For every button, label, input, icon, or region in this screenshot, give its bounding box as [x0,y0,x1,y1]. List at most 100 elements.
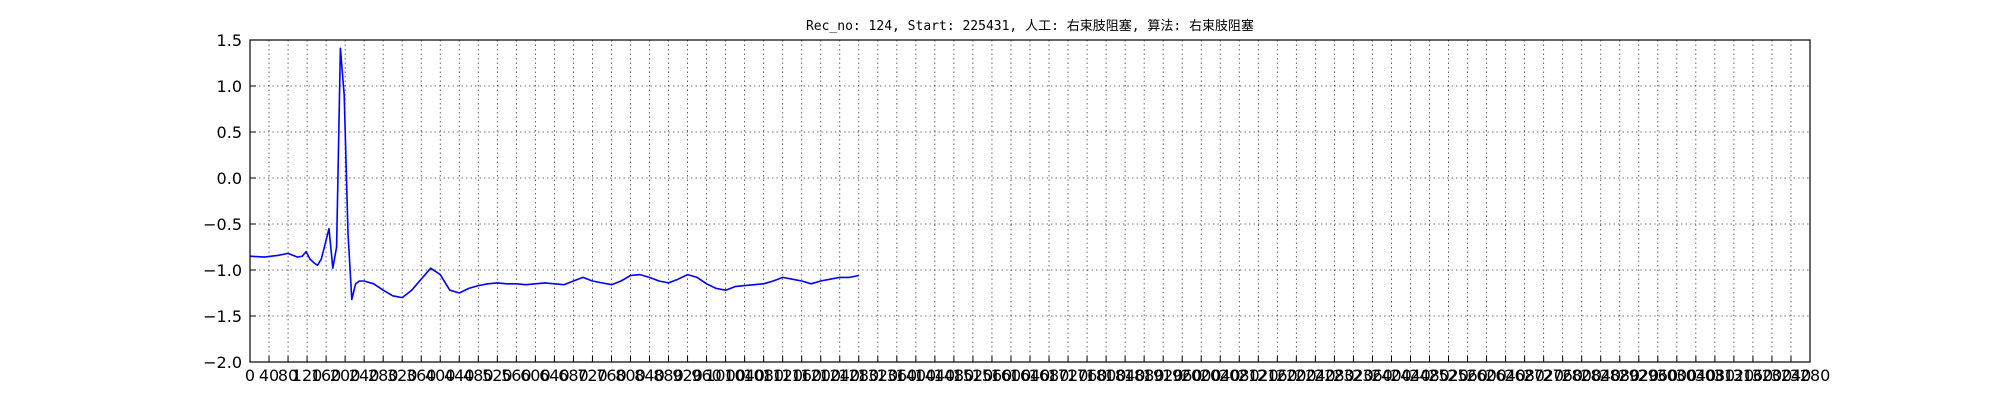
x-tick-label: 1720 [1048,366,1089,385]
x-axis: 0 408012016020024028032036040044048052056… [245,356,1830,385]
x-tick-label: 1960 [1162,366,1203,385]
x-tick-label: 1280 [838,366,879,385]
x-tick-label: 2200 [1276,366,1317,385]
x-tick-label: 3080 [1695,366,1736,385]
x-tick-label: 640 [539,366,570,385]
x-tick-label: 1920 [1143,366,1184,385]
x-tick-label: 1120 [762,366,803,385]
x-tick-label: 120 [292,366,323,385]
x-tick-label: 3000 [1656,366,1697,385]
x-tick-label: 0 [245,366,255,385]
chart-title: Rec_no: 124, Start: 225431, 人工: 右束肢阻塞, 算… [806,18,1254,34]
x-tick-label: 2520 [1428,366,1469,385]
x-tick-label: 1520 [953,366,994,385]
x-tick-label: 2800 [1561,366,1602,385]
x-tick-label: 2080 [1219,366,1260,385]
x-tick-label: 600 [520,366,551,385]
x-tick-label: 1680 [1029,366,1070,385]
y-tick-label: −1.5 [203,307,242,326]
x-tick-label: 1480 [934,366,975,385]
x-tick-label: 360 [406,366,437,385]
x-tick-label: 3200 [1752,366,1793,385]
x-tick-label: 1160 [781,366,822,385]
x-tick-label: 240 [349,366,380,385]
x-tick-label: 2600 [1466,366,1507,385]
x-tick-label: 1080 [743,366,784,385]
x-tick-label: 1800 [1086,366,1127,385]
x-tick-label: 3120 [1714,366,1755,385]
x-tick-label: 2760 [1542,366,1583,385]
grid-layer [250,40,1810,362]
x-tick-label: 920 [672,366,703,385]
x-tick-label: 2160 [1257,366,1298,385]
x-tick-label: 2560 [1447,366,1488,385]
x-tick-label: 1200 [800,366,841,385]
x-tick-label: 40 [259,366,279,385]
x-tick-label: 2120 [1238,366,1279,385]
x-tick-label: 400 [425,366,456,385]
x-tick-label: 1880 [1124,366,1165,385]
y-tick-label: 1.0 [217,77,242,96]
x-tick-label: 1640 [1010,366,1051,385]
x-tick-label: 80 [278,366,298,385]
x-tick-label: 800 [615,366,646,385]
plot-frame [249,39,1811,363]
x-tick-label: 1000 [705,366,746,385]
x-tick-label: 1760 [1067,366,1108,385]
x-tick-label: 200 [330,366,361,385]
x-tick-label: 2720 [1523,366,1564,385]
x-tick-label: 2680 [1504,366,1545,385]
y-tick-label: 1.5 [217,31,242,50]
x-tick-label: 2480 [1409,366,1450,385]
x-tick-label: 1320 [857,366,898,385]
x-tick-label: 1040 [724,366,765,385]
x-tick-label: 1240 [819,366,860,385]
x-tick-label: 2440 [1390,366,1431,385]
x-tick-label: 2880 [1599,366,1640,385]
x-tick-label: 1600 [991,366,1032,385]
x-tick-label: 3240 [1771,366,1812,385]
y-tick-label: −2.0 [203,353,242,372]
x-tick-label: 960 [691,366,722,385]
x-tick-label: 2240 [1295,366,1336,385]
x-tick-label: 560 [501,366,532,385]
y-tick-label: 0.0 [217,169,242,188]
ecg-series-line [249,47,859,301]
x-tick-label: 840 [634,366,665,385]
x-tick-label: 1840 [1105,366,1146,385]
x-tick-label: 320 [387,366,418,385]
x-tick-label: 880 [653,366,684,385]
y-tick-label: −1.0 [203,261,242,280]
x-tick-label: 480 [463,366,494,385]
x-tick-label: 720 [577,366,608,385]
x-tick-label: 2000 [1181,366,1222,385]
x-tick-label: 1440 [915,366,956,385]
x-tick-label: 1560 [972,366,1013,385]
x-tick-label: 440 [444,366,475,385]
x-tick-label: 1400 [895,366,936,385]
y-axis: 1.5 1.0 0.5 0.0 −0.5 −1.0 −1.5 −2.0 [203,31,256,372]
x-tick-label: 2360 [1352,366,1393,385]
x-tick-label: 160 [311,366,342,385]
x-tick-label: 2280 [1314,366,1355,385]
x-tick-label: 3160 [1733,366,1774,385]
y-tick-label: 0.5 [217,123,242,142]
x-tick-label: 520 [482,366,513,385]
x-tick-label: 2640 [1485,366,1526,385]
x-tick-label: 2040 [1200,366,1241,385]
x-tick-label: 680 [558,366,589,385]
series-layer [249,47,859,301]
x-tick-label: 1360 [876,366,917,385]
x-tick-label: 2840 [1580,366,1621,385]
x-tick-label: 3280 [1790,366,1831,385]
y-tick-label: −0.5 [203,215,242,234]
x-tick-label: 2400 [1371,366,1412,385]
x-tick-label: 3040 [1675,366,1716,385]
x-tick-label: 280 [368,366,399,385]
x-tick-label: 760 [596,366,627,385]
x-tick-label: 2320 [1333,366,1374,385]
x-tick-label: 2920 [1618,366,1659,385]
x-tick-label: 2960 [1637,366,1678,385]
